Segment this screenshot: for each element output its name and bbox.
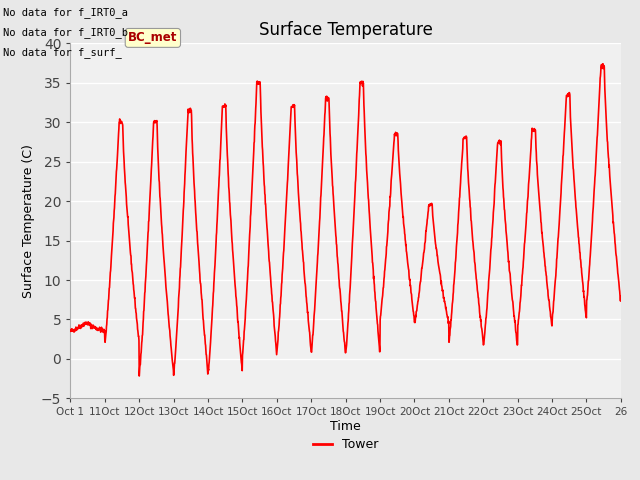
Text: No data for f_IRT0_a: No data for f_IRT0_a [3,7,128,18]
Text: BC_met: BC_met [128,31,177,45]
Y-axis label: Surface Temperature (C): Surface Temperature (C) [22,144,35,298]
Text: No data for f_surf_: No data for f_surf_ [3,48,122,59]
Title: Surface Temperature: Surface Temperature [259,21,433,39]
Text: No data for f_IRT0_b: No data for f_IRT0_b [3,27,128,38]
Legend: Tower: Tower [308,433,383,456]
X-axis label: Time: Time [330,420,361,433]
